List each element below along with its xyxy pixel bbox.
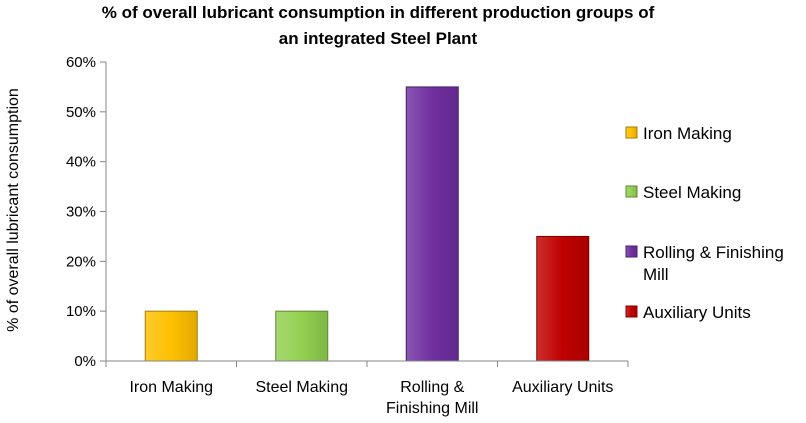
legend-swatch <box>625 305 638 318</box>
legend-swatch <box>625 185 638 198</box>
bar-iron-making <box>144 310 198 362</box>
y-tick-label: 20% <box>66 253 96 270</box>
y-tick-label: 30% <box>66 204 96 221</box>
y-tick-label: 10% <box>66 303 96 320</box>
chart-title: % of overall lubricant consumption in di… <box>102 3 655 48</box>
x-category-label: Steel Making <box>256 379 349 396</box>
bar-steel-making <box>275 310 329 362</box>
y-tick-label: 0% <box>74 353 96 370</box>
bar-auxiliary-units <box>536 235 590 362</box>
y-axis-ticks: 0% 10% 20% 30% 40% 50% 60% <box>66 54 106 370</box>
x-category-label: Auxiliary Units <box>512 379 613 396</box>
legend-label: Auxiliary Units <box>643 303 751 322</box>
legend-swatch <box>625 245 638 258</box>
chart-title-line-1: % of overall lubricant consumption in di… <box>102 3 655 22</box>
y-axis-label: % of overall lubricant consumption <box>5 88 22 332</box>
y-tick-label: 50% <box>66 104 96 121</box>
legend-label: Steel Making <box>643 183 741 202</box>
bar-rolling-finishing-mill <box>405 86 459 362</box>
y-tick-label: 40% <box>66 154 96 171</box>
legend-swatch <box>625 126 638 139</box>
bars <box>144 86 590 362</box>
legend-label: Iron Making <box>643 124 732 143</box>
legend-label: Rolling & Finishing Mill <box>643 243 784 284</box>
y-tick-label: 60% <box>66 54 96 71</box>
x-category-label: Iron Making <box>129 379 213 396</box>
x-category-label: Rolling & Finishing Mill <box>386 379 478 417</box>
legend: Iron Making Steel Making Rolling & Finishi… <box>625 124 784 322</box>
axes <box>105 62 629 367</box>
chart-title-line-2: an integrated Steel Plant <box>279 29 478 48</box>
x-axis-labels: Iron Making Steel Making Rolling & Finishin… <box>129 379 613 417</box>
